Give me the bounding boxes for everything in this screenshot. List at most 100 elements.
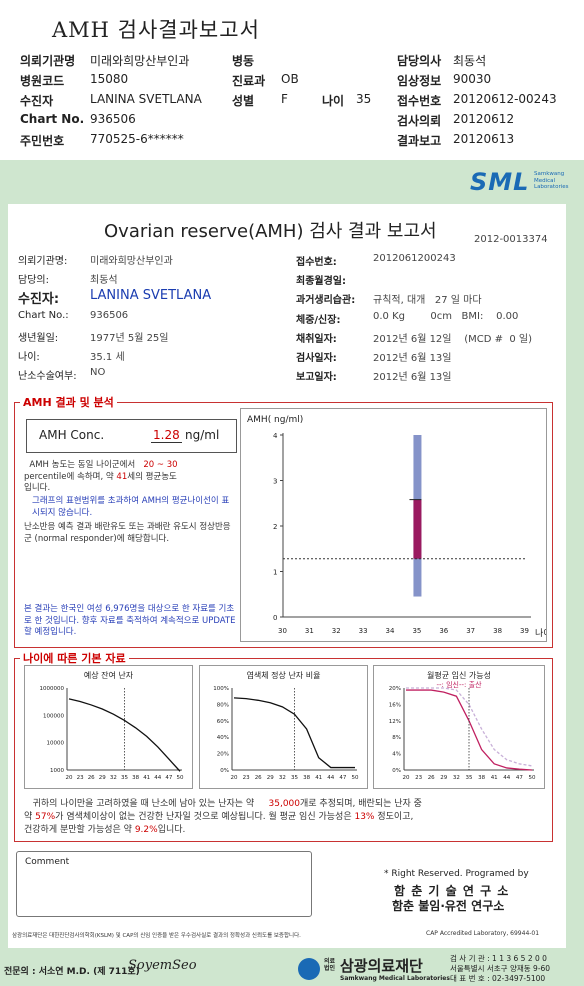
x-tick: 23: [77, 775, 84, 781]
header-value: 15080: [90, 72, 129, 86]
info-value: 규칙적, 대개 27 일 마다: [373, 295, 482, 306]
header-label: 임상정보: [397, 74, 442, 88]
chromosome-chart-frame: 염색체 정상 난자 비율 100% 80% 60% 40% 20% 0% 20 23 26 29 32…: [199, 665, 368, 789]
amh-xtick: 31: [305, 627, 314, 635]
logo-sub1: Samkwang: [534, 171, 565, 177]
basic-t3b: 가 염색체이상이 없는 건강한 난자일 것으로 예상됩니다. 월 평균 임신 가…: [55, 812, 352, 822]
y-tick: 100%: [213, 686, 229, 692]
amh-section: [14, 402, 553, 648]
amh-mean-age: 41: [116, 471, 128, 482]
y-tick: 8%: [392, 735, 401, 741]
y-tick: 20%: [217, 752, 229, 758]
amh-ylabel: AMH( ng/ml): [247, 415, 303, 425]
basic-eggs: 35,000: [268, 799, 301, 809]
header-value: 미래와희망산부인과: [90, 54, 190, 68]
x-tick: 50: [352, 775, 359, 781]
sml-logo-text: SML: [470, 168, 530, 196]
x-tick: 38: [132, 775, 139, 781]
logo-sub2: Medical: [534, 177, 556, 184]
header-label: Chart No.: [20, 112, 85, 126]
y-tick: 12%: [389, 719, 401, 725]
footer-cap: CAP Accredited Laboratory, 69944-01: [426, 930, 540, 937]
footer-contact: 검 사 기 관 : 1 1 3 6 5 2 0 0 서울특별시 서초구 양재동 …: [450, 954, 550, 984]
series-line-1: [406, 687, 533, 767]
amh-note-1c: 세의 평균농도: [127, 471, 177, 482]
amh-xtick: 38: [493, 627, 502, 635]
amh-note-percentile: AMH 농도는 동일 나이군에서 20 ~ 30 percentile에 속하며…: [24, 460, 236, 495]
info-label: 나이:: [18, 352, 40, 363]
x-tick: 23: [415, 775, 422, 781]
amh-note-response: 난소반응 예측 결과 배란유도 또는 과배란 유도시 정상반응군 (normal…: [24, 522, 231, 544]
comment-box: Comment: [16, 851, 312, 917]
x-tick: 35: [121, 775, 128, 781]
y-tick: 0%: [220, 768, 229, 774]
footer-cert: 삼광의료재단은 대한진단검사의학회(KSLM) 및 CAP의 신임 인증을 받은…: [12, 933, 301, 939]
x-tick: 32: [279, 775, 286, 781]
header-value: 936506: [90, 112, 136, 126]
amh-conc-unit: ng/ml: [185, 428, 220, 442]
amh-note-1a: AMH 농도는 동일 나이군에서: [29, 460, 136, 470]
y-tick: 80%: [217, 702, 229, 708]
y-tick: 20%: [389, 686, 401, 692]
y-tick: 10000: [47, 741, 65, 747]
x-tick: 50: [177, 775, 184, 781]
comment-label: Comment: [25, 857, 70, 867]
logo-sub3: Laboratories: [534, 184, 569, 190]
x-tick: 41: [315, 775, 322, 781]
header-label: 나이: [322, 94, 345, 108]
basic-t4b: 입니다.: [157, 825, 186, 835]
footer-doctor: 전문의 : 서소연 M.D. (제 711호): [4, 967, 140, 977]
info-label: 검사일자:: [296, 353, 337, 364]
sml-logo: SML Samkwang Medical Laboratories: [470, 168, 568, 196]
y-tick: 1000000: [40, 686, 65, 692]
amh-xtick: 39: [520, 627, 529, 635]
amh-ytick: 0: [273, 614, 277, 622]
info-label: 최종월경일:: [296, 276, 346, 287]
y-tick: 40%: [217, 735, 229, 741]
basic-pct2: 13%: [354, 812, 375, 822]
x-tick: 26: [255, 775, 262, 781]
amh-xtick: 32: [332, 627, 341, 635]
amh-xtick: 34: [386, 627, 395, 635]
chart-legend: --: 임신--: 출산: [436, 680, 482, 689]
amh-conc-value: 1.28: [151, 428, 182, 443]
header-value: 90030: [453, 72, 492, 86]
rights-line2: 함 춘 기 술 연 구 소: [394, 884, 510, 898]
info-label: 채취일자:: [296, 334, 337, 345]
pregnancy-chart-frame: 월평균 임신 가능성 20% 16% 12% 8% 4% 0% 20 23 26 29 32 35 38 4…: [373, 665, 545, 789]
amh-conc-box: AMH Conc. 1.28 ng/ml: [26, 419, 237, 453]
x-tick: 23: [243, 775, 250, 781]
chart-title: 예상 잔여 난자: [84, 670, 134, 680]
amh-xtick: 36: [439, 627, 448, 635]
amh-chart-frame: AMH( ng/ml)0123430313233343536373839나이: [240, 408, 552, 642]
basic-section: [14, 658, 553, 842]
x-tick: 41: [491, 775, 498, 781]
amh-xtick: 33: [359, 627, 368, 635]
info-label: 난소수술여부:: [18, 371, 77, 382]
header-label: 검사의뢰: [397, 114, 442, 128]
info-label: 의뢰기관명:: [18, 256, 68, 267]
x-tick: 26: [88, 775, 95, 781]
amh-ytick: 1: [273, 569, 277, 577]
info-label: 접수번호:: [296, 257, 337, 268]
egg-chart-frame: 예상 잔여 난자 1000000 100000 10000 1000 20 23 26 29 32…: [24, 665, 193, 789]
info-value: 0.0 Kg 0cm BMI: 0.00: [373, 311, 519, 322]
basic-summary: 귀하의 나이만을 고려하였을 때 난소에 남아 있는 난자는 약 35,000개…: [24, 798, 550, 837]
basic-t2: 개로 추정되며, 배란되는 난자 중: [300, 799, 422, 809]
info-value: 2012년 6월 13일: [373, 353, 452, 364]
amh-note-data-source: 본 결과는 한국인 여성 6,976명을 대상으로 한 자료를 기초로 한 것입…: [24, 604, 236, 637]
amh-xlabel: 나이: [535, 628, 546, 639]
x-tick: 50: [529, 775, 536, 781]
header-label: 진료과: [232, 74, 266, 88]
report-title: Ovarian reserve(AMH) 검사 결과 보고서: [104, 221, 437, 242]
rights-line1: * Right Reserved. Programed by: [384, 869, 529, 879]
info-value: 2012061200243: [373, 253, 456, 264]
info-label: 체중/신장:: [296, 315, 341, 326]
basic-t3a: 약: [24, 812, 33, 822]
amh-xtick: 30: [278, 627, 287, 635]
x-tick: 44: [154, 775, 161, 781]
header-label: 병원코드: [20, 74, 65, 88]
header-label: 결과보고: [397, 134, 442, 148]
amh-ytick: 3: [273, 478, 277, 486]
